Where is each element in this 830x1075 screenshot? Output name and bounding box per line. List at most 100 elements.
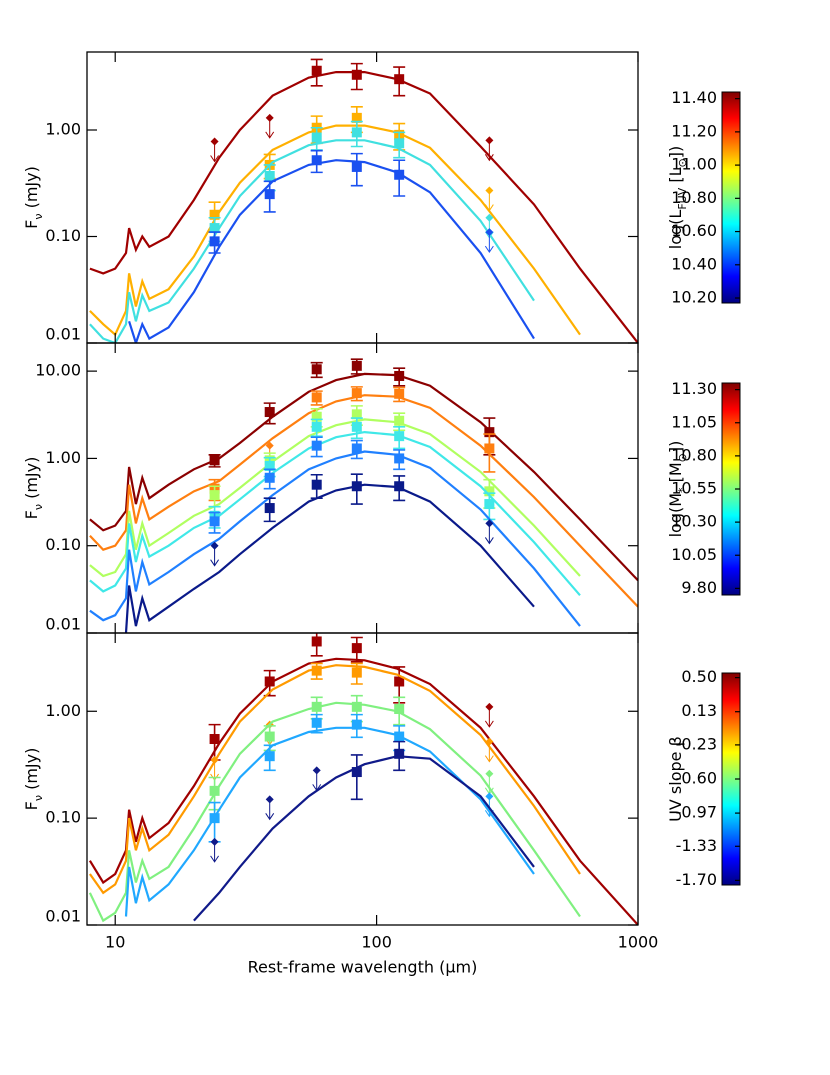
data-point xyxy=(264,189,275,200)
y-axis-label-part: (mJy) xyxy=(22,166,41,213)
upper-limit xyxy=(485,228,494,237)
colorbar-tick-label: -0.60 xyxy=(676,769,717,788)
colorbar-label-part: FUV xyxy=(676,187,689,209)
data-point xyxy=(394,748,405,759)
colorbar-tick-label: 10.40 xyxy=(671,254,717,273)
colorbar-label: log(M* [M⊙]) xyxy=(666,441,689,538)
data-point xyxy=(394,481,405,492)
data-point xyxy=(351,388,362,399)
upper-limit xyxy=(485,737,494,746)
upper-limit xyxy=(265,795,274,804)
model-curve xyxy=(89,124,581,337)
data-point xyxy=(209,490,220,501)
x-tick-label: 10 xyxy=(105,933,125,952)
data-point xyxy=(209,223,220,234)
y-axis-label-part: ν xyxy=(32,504,45,510)
y-tick-label: 0.10 xyxy=(45,808,81,827)
data-point xyxy=(394,74,405,85)
upper-limit xyxy=(485,702,494,711)
model-curve xyxy=(124,726,535,917)
data-point xyxy=(351,127,362,138)
data-point xyxy=(484,499,495,510)
colorbar-tick-label: 9.80 xyxy=(681,578,717,597)
data-point xyxy=(311,440,322,451)
data-point xyxy=(351,643,362,654)
y-axis-label: Fν (mJy) xyxy=(22,166,45,229)
data-point xyxy=(351,667,362,678)
data-point xyxy=(264,676,275,687)
x-tick-label: 100 xyxy=(361,933,392,952)
upper-limit xyxy=(485,186,494,195)
data-point xyxy=(394,676,405,687)
y-axis-label-part: ν xyxy=(32,795,45,801)
y-axis-label-part: (mJy) xyxy=(22,748,41,795)
error-bar xyxy=(350,754,363,801)
data-point xyxy=(209,236,220,247)
data-point xyxy=(351,767,362,778)
data-point xyxy=(264,460,275,471)
colorbar-tick-label: 11.30 xyxy=(671,379,717,398)
data-point xyxy=(394,169,405,180)
colorbar xyxy=(721,91,741,304)
colorbar-tick-label: 0.50 xyxy=(681,667,717,686)
upper-limit xyxy=(485,519,494,528)
colorbar-tick-label: 10.55 xyxy=(671,479,717,498)
data-point xyxy=(394,431,405,442)
colorbar-tick-label: -1.33 xyxy=(676,836,717,855)
model-curve xyxy=(89,418,581,578)
model-curve xyxy=(89,430,581,597)
x-axis-label: Rest-frame wavelength (μm) xyxy=(248,958,478,977)
colorbar-tick-label: -0.23 xyxy=(676,734,717,753)
colorbar-tick-label: 10.20 xyxy=(671,288,717,307)
y-tick-label: 10.00 xyxy=(35,361,81,380)
y-axis-label-part: F xyxy=(22,510,41,519)
data-point xyxy=(311,155,322,166)
model-curve xyxy=(89,664,581,895)
data-point xyxy=(264,407,275,418)
data-point xyxy=(351,421,362,432)
data-point xyxy=(209,785,220,796)
data-point xyxy=(209,813,220,824)
y-axis-label-part: F xyxy=(22,220,41,229)
colorbar-tick-label: 10.80 xyxy=(671,445,717,464)
y-tick-label: 0.01 xyxy=(45,325,81,344)
y-axis-label-part: ν xyxy=(32,213,45,219)
colorbar-label-part: log(L xyxy=(666,210,685,250)
y-axis-label-part: (mJy) xyxy=(22,457,41,504)
colorbar-label-part: ]) xyxy=(666,441,685,453)
upper-limit xyxy=(485,136,494,145)
model-curve xyxy=(88,657,638,925)
model-curve xyxy=(193,755,535,922)
data-point xyxy=(209,455,220,466)
data-point xyxy=(484,427,495,438)
upper-limit xyxy=(210,837,219,846)
data-point xyxy=(311,701,322,712)
model-curve xyxy=(89,139,535,343)
colorbar-label-part: ]) xyxy=(666,146,685,158)
upper-limit xyxy=(210,137,219,146)
data-point xyxy=(484,486,495,497)
data-point xyxy=(394,731,405,742)
y-tick-label: 0.01 xyxy=(45,907,81,926)
data-point xyxy=(264,751,275,762)
data-point xyxy=(311,636,322,647)
colorbar-tick-label: 11.40 xyxy=(671,88,717,107)
data-point xyxy=(311,665,322,676)
colorbar-label-part: ⊙ xyxy=(676,158,689,167)
data-point xyxy=(394,415,405,426)
y-axis-label: Fν (mJy) xyxy=(22,748,45,811)
data-point xyxy=(394,704,405,715)
y-tick-label: 1.00 xyxy=(45,448,81,467)
colorbar-tick-label: 10.80 xyxy=(671,188,717,207)
colorbar-label: log(LFUV [L⊙]) xyxy=(666,146,689,249)
data-point xyxy=(394,453,405,464)
y-tick-label: 1.00 xyxy=(45,701,81,720)
colorbar-tick-label: -1.70 xyxy=(676,870,717,889)
model-curve xyxy=(128,159,535,343)
colorbar-tick-label: 11.00 xyxy=(671,155,717,174)
data-point xyxy=(311,421,322,432)
upper-limit xyxy=(210,755,219,764)
plot-area xyxy=(89,358,638,633)
y-tick-label: 0.01 xyxy=(45,615,81,634)
